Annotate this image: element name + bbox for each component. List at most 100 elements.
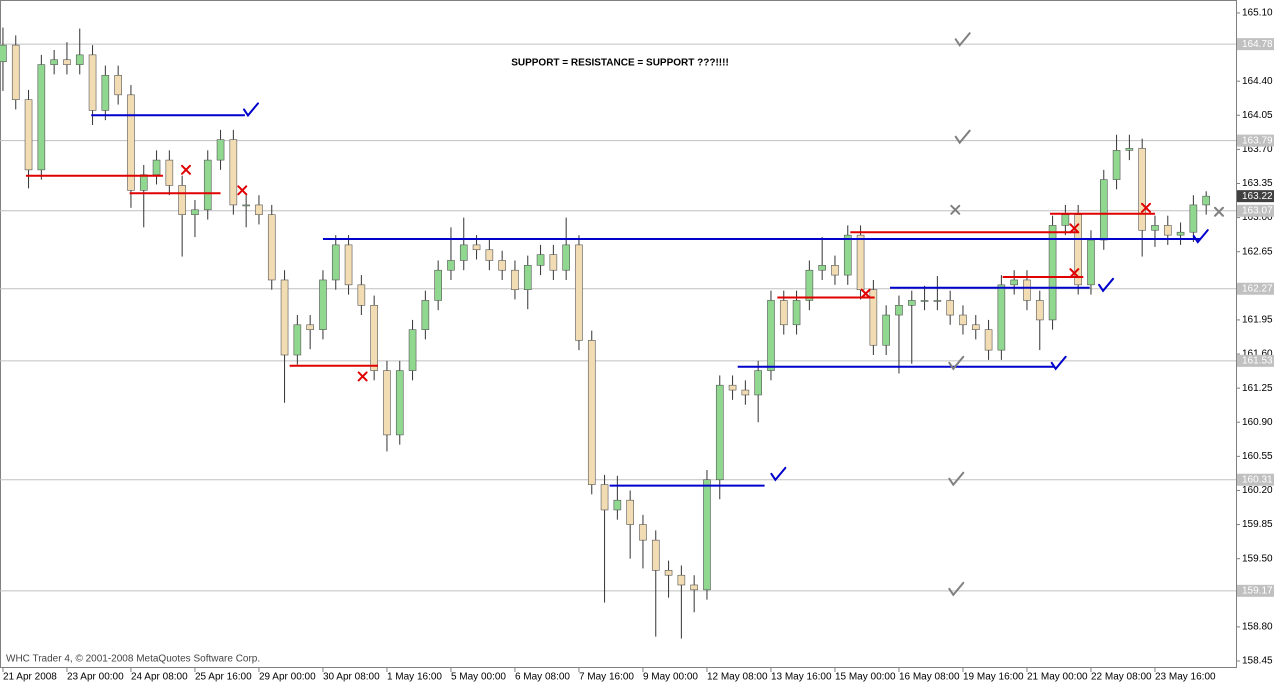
- marker-cross: [1213, 206, 1224, 217]
- marker-check: [1098, 277, 1115, 293]
- candle-body: [293, 324, 302, 356]
- y-tick-label: 160.90: [1242, 417, 1273, 428]
- y-tick-label: 164.40: [1242, 76, 1273, 87]
- candle-body: [984, 329, 993, 351]
- candle-body: [575, 244, 583, 341]
- candle-body: [165, 159, 174, 186]
- x-tick-label: 15 May 00:00: [835, 672, 896, 683]
- x-tick-label: 23 Apr 00:00: [67, 672, 124, 683]
- x-tick-label: 19 May 16:00: [963, 672, 1024, 683]
- plot-area: [0, 0, 1237, 668]
- candle-body: [997, 284, 1006, 351]
- candle-body: [856, 234, 865, 291]
- last-price-box: [1237, 190, 1274, 203]
- candle-body: [1099, 179, 1108, 241]
- candle-body: [1023, 279, 1031, 301]
- candle-body: [229, 139, 238, 206]
- candle-body: [1202, 195, 1210, 206]
- last-price-label: 163.22: [1242, 191, 1273, 202]
- candle-body: [434, 269, 442, 301]
- candle-body: [306, 324, 314, 330]
- marker-check: [948, 471, 965, 487]
- candle-body: [280, 279, 289, 356]
- candle-body: [767, 300, 775, 371]
- marker-cross: [860, 288, 871, 299]
- marker-cross: [357, 371, 368, 382]
- candle-body: [139, 174, 148, 191]
- candle-body: [664, 570, 673, 576]
- candle-body: [1163, 225, 1172, 236]
- x-tick-label: 16 May 08:00: [899, 672, 960, 683]
- candle-body: [715, 384, 724, 481]
- marker-cross: [950, 204, 961, 215]
- candle-body: [24, 99, 33, 171]
- price-label-box: [1237, 204, 1274, 217]
- candle-body: [101, 75, 110, 111]
- price-label-box: [1237, 282, 1274, 295]
- candle-body: [805, 269, 814, 301]
- candle-body: [1138, 148, 1146, 231]
- candle-body: [779, 300, 788, 326]
- x-tick-label: 7 May 16:00: [579, 672, 634, 683]
- candle-body: [383, 370, 391, 436]
- candle-body: [267, 214, 276, 281]
- candle-body: [523, 265, 532, 291]
- price-label: 163.07: [1242, 205, 1273, 216]
- candle-body: [216, 139, 225, 161]
- candle-body: [1048, 225, 1057, 321]
- candle-body: [319, 279, 327, 330]
- price-label-box: [1237, 354, 1274, 367]
- candle-body: [1189, 204, 1198, 233]
- candle-body: [600, 484, 609, 511]
- y-tick-label: 165.10: [1242, 8, 1273, 19]
- candle-body: [459, 244, 468, 261]
- x-tick-label: 9 May 00:00: [643, 672, 698, 683]
- candle-body: [63, 59, 71, 65]
- candle-body: [114, 75, 122, 96]
- candle-body: [485, 249, 494, 261]
- candle-body: [549, 254, 558, 271]
- candle-body: [907, 300, 916, 306]
- price-label-box: [1237, 134, 1274, 147]
- price-label: 163.79: [1242, 135, 1273, 146]
- candle-body: [203, 159, 212, 211]
- x-tick-label: 24 Apr 08:00: [131, 672, 188, 683]
- x-tick-label: 29 Apr 00:00: [259, 672, 316, 683]
- y-tick-label: 161.25: [1242, 383, 1273, 394]
- candle-body: [472, 244, 481, 251]
- candle-body: [1010, 279, 1018, 286]
- y-tick-label: 159.50: [1242, 553, 1273, 564]
- candle-body: [728, 384, 737, 391]
- candle-body: [1176, 231, 1185, 236]
- candle-body: [959, 314, 967, 326]
- marker-check: [948, 581, 965, 597]
- price-label: 161.53: [1242, 355, 1273, 366]
- marker-cross: [237, 185, 248, 196]
- candle-body: [421, 300, 430, 330]
- marker-check: [954, 32, 971, 47]
- candle-body: [562, 244, 570, 271]
- marker-cross: [1141, 202, 1152, 213]
- x-tick-label: 23 May 16:00: [1155, 672, 1216, 683]
- candle-body: [1035, 300, 1044, 321]
- candle-body: [50, 59, 58, 65]
- y-tick-label: 160.55: [1242, 451, 1273, 462]
- candle-body: [395, 370, 404, 436]
- x-tick-label: 30 Apr 08:00: [323, 672, 380, 683]
- candle-body: [831, 265, 839, 276]
- y-tick-label: 163.00: [1242, 212, 1273, 223]
- candle-body: [843, 234, 852, 276]
- y-tick-label: 159.85: [1242, 519, 1273, 530]
- price-label: 159.17: [1242, 585, 1273, 596]
- candle-body: [587, 340, 596, 485]
- x-tick-label: 12 May 08:00: [707, 672, 768, 683]
- candle-body: [869, 289, 878, 346]
- y-tick-label: 163.70: [1242, 144, 1273, 155]
- candle-body: [1125, 148, 1134, 151]
- y-tick-label: 162.65: [1242, 246, 1273, 257]
- candle-body: [191, 209, 199, 215]
- price-label-box: [1237, 38, 1274, 51]
- candle-body: [690, 584, 698, 591]
- copyright: WHC Trader 4, © 2001-2008 MetaQuotes Sof…: [6, 654, 260, 665]
